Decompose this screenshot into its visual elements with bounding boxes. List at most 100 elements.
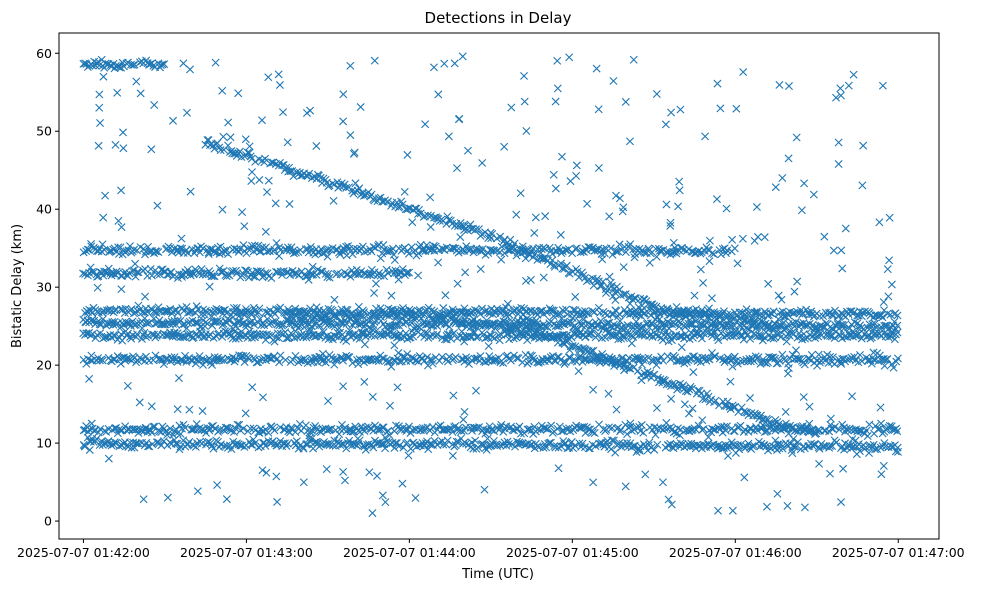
data-point [580, 422, 589, 431]
data-point [278, 161, 287, 170]
data-point [255, 304, 264, 313]
data-point [884, 333, 893, 342]
data-point [176, 244, 185, 253]
data-point [215, 143, 224, 152]
data-point [731, 442, 739, 451]
data-point [438, 352, 447, 361]
data-point [231, 334, 240, 343]
data-point [128, 266, 137, 275]
data-point [398, 304, 407, 312]
data-point [631, 245, 640, 254]
data-point [481, 358, 490, 367]
data-point [378, 354, 387, 363]
data-point [215, 249, 224, 258]
data-point [469, 444, 478, 453]
data-point [451, 353, 460, 362]
data-point [435, 356, 444, 365]
data-point [270, 245, 279, 254]
data-point [569, 305, 578, 314]
data-point [685, 385, 694, 394]
data-point [286, 424, 295, 433]
data-point [233, 420, 242, 429]
chart-title: Detections in Delay [425, 9, 572, 27]
data-point [750, 308, 759, 317]
data-point [476, 321, 485, 330]
data-point [815, 444, 824, 453]
data-point [394, 422, 403, 431]
x-tick-label: 2025-07-07 01:47:00 [832, 545, 965, 560]
data-point [342, 305, 350, 314]
y-tick-label: 0 [44, 514, 52, 529]
data-point [826, 352, 835, 361]
data-point [778, 350, 787, 359]
data-point [440, 319, 449, 328]
data-point [448, 305, 457, 314]
data-point [674, 317, 683, 326]
data-point [736, 357, 745, 366]
data-point [482, 316, 491, 325]
data-point [281, 355, 290, 364]
data-point [758, 421, 767, 430]
data-point [261, 441, 270, 450]
data-point [707, 329, 716, 338]
data-point [615, 439, 624, 448]
data-point [615, 310, 624, 319]
data-point [729, 332, 738, 341]
data-point [554, 322, 563, 331]
data-point [428, 359, 437, 368]
data-point [319, 328, 328, 337]
data-point [336, 318, 345, 327]
data-point [557, 259, 565, 268]
data-point [268, 317, 277, 326]
data-point [379, 423, 388, 432]
data-point [430, 307, 439, 316]
data-point [460, 304, 469, 313]
data-point [270, 426, 279, 435]
data-point [569, 322, 578, 331]
data-point [203, 319, 212, 328]
data-points [79, 52, 902, 518]
data-point [471, 436, 480, 445]
data-point [246, 424, 255, 433]
data-point [708, 320, 717, 329]
data-point [698, 395, 707, 404]
data-point [306, 357, 315, 366]
data-point [526, 441, 534, 450]
data-point [130, 309, 139, 318]
data-point [869, 440, 878, 449]
data-point [650, 445, 659, 454]
data-point [204, 250, 213, 259]
data-point [727, 322, 736, 331]
data-point [539, 243, 548, 252]
data-point [496, 232, 505, 241]
data-point [672, 357, 681, 366]
data-point [410, 316, 419, 325]
data-point [541, 424, 550, 433]
data-point [387, 362, 396, 371]
y-tick-label: 10 [36, 436, 52, 451]
data-point [720, 401, 729, 410]
data-point [152, 247, 161, 256]
y-tick-label: 50 [36, 124, 52, 139]
data-point [265, 247, 274, 256]
data-point [499, 358, 508, 367]
data-point [376, 330, 385, 339]
data-point [364, 354, 373, 363]
data-point [826, 442, 834, 451]
data-point [134, 301, 143, 310]
data-point [263, 315, 272, 324]
data-point [473, 306, 482, 315]
data-point [395, 441, 404, 450]
data-point [95, 320, 104, 329]
data-point [597, 282, 606, 291]
data-point [381, 444, 390, 453]
data-point [131, 272, 140, 281]
data-point [404, 204, 413, 213]
data-point [654, 307, 663, 316]
data-point [435, 438, 444, 447]
data-point [722, 422, 731, 431]
data-point [800, 360, 809, 369]
data-point [775, 444, 784, 453]
data-point [874, 357, 883, 366]
data-point [893, 321, 902, 330]
